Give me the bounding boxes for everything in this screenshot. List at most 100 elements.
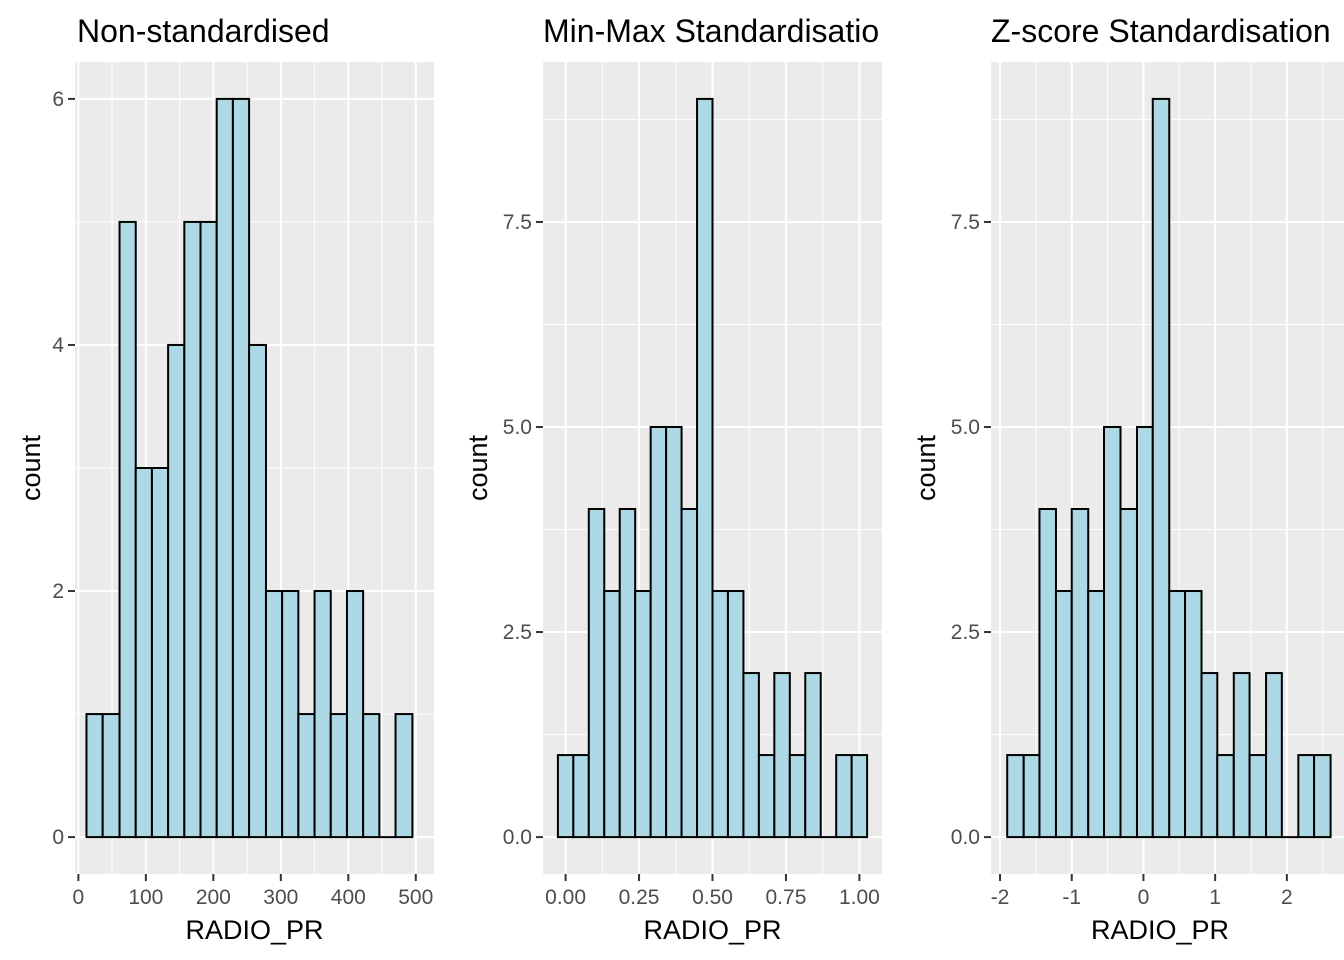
histogram-bar [329, 713, 348, 839]
x-axis-title: RADIO_PR [185, 915, 323, 945]
y-tick-label: 7.5 [951, 211, 980, 234]
y-tick-label: 7.5 [503, 211, 532, 234]
histogram-bar [199, 220, 218, 839]
y-tick-label: 4 [52, 334, 64, 357]
y-tick-label: 6 [52, 88, 64, 111]
histogram-bar [804, 672, 822, 839]
histogram-bar [649, 425, 668, 839]
histogram-bar [183, 220, 202, 839]
histogram-bar [572, 754, 590, 839]
histogram-bar [1070, 508, 1090, 839]
y-axis-ticks: 0.0 2.5 5.0 7.5 [951, 211, 991, 849]
histogram-bar [1135, 425, 1154, 839]
histogram-bar [1022, 754, 1041, 839]
histogram-bar [1151, 97, 1171, 839]
x-tick-label: 400 [331, 886, 366, 909]
y-tick-label: 5.0 [503, 416, 532, 439]
x-tick-label: 200 [196, 886, 231, 909]
histogram-bar [150, 467, 170, 839]
histogram-bar [835, 754, 853, 839]
x-tick-label: 0 [73, 886, 85, 909]
x-tick-label: 0.25 [619, 886, 660, 909]
histogram-bar [134, 467, 153, 839]
x-tick-label: 1.00 [839, 886, 880, 909]
histogram-bar [167, 343, 186, 839]
histogram-bar [345, 590, 365, 839]
histogram-bar [603, 590, 621, 839]
y-axis-title: count [16, 434, 46, 501]
y-axis-title: count [911, 434, 941, 501]
y-tick-label: 0.0 [951, 826, 980, 849]
x-tick-label: 0.50 [692, 886, 733, 909]
histogram-panel-non-standardised: Non-standardised 0 2 4 6 0 100 200 300 400 500 R… [16, 13, 434, 945]
histogram-bar [264, 590, 284, 839]
histogram-bar [1248, 754, 1268, 839]
chart-title: Min-Max Standardisatio [543, 13, 879, 49]
y-axis-ticks: 0 2 4 6 [52, 88, 75, 849]
grid-lines [543, 62, 882, 874]
x-tick-label: 1 [1209, 886, 1221, 909]
x-axis-ticks: 0.00 0.25 0.50 0.75 1.00 [545, 874, 880, 909]
histogram-bar [101, 713, 121, 839]
histogram-bar [587, 508, 606, 839]
histogram-bar [1168, 590, 1187, 839]
x-tick-label: -1 [1062, 886, 1081, 909]
bars [556, 97, 869, 839]
y-axis-title: count [463, 434, 493, 501]
y-tick-label: 2.5 [503, 621, 532, 644]
histogram-bar [634, 590, 652, 839]
histogram-bar [711, 590, 729, 839]
histogram-bar [1313, 754, 1332, 839]
chart-title: Non-standardised [77, 13, 330, 49]
histogram-bar [773, 672, 791, 839]
x-axis-ticks: 0 100 200 300 400 500 [73, 874, 433, 909]
x-tick-label: 0.75 [766, 886, 807, 909]
histogram-bar [1265, 672, 1283, 839]
x-tick-label: -2 [991, 886, 1010, 909]
histogram-bar [85, 713, 104, 839]
chart-title: Z-score Standardisation [991, 13, 1331, 49]
histogram-bar [556, 754, 575, 839]
y-tick-label: 2.5 [951, 621, 980, 644]
histogram-bar [696, 97, 714, 839]
histogram-bar [215, 97, 234, 839]
x-tick-label: 300 [263, 886, 298, 909]
histogram-bar [1006, 754, 1025, 839]
bars [85, 97, 414, 839]
histogram-bar [1200, 672, 1219, 839]
histogram-bar [281, 590, 300, 839]
histogram-bar [1103, 425, 1122, 839]
histogram-bar [1119, 508, 1138, 839]
histogram-bar [665, 425, 683, 839]
x-tick-label: 2 [1281, 886, 1293, 909]
histogram-bar [757, 754, 776, 839]
histogram-bar [1038, 508, 1057, 839]
y-tick-label: 0.0 [503, 826, 532, 849]
histogram-bar [231, 97, 251, 839]
x-tick-label: 500 [398, 886, 433, 909]
histogram-bar [297, 713, 316, 839]
histogram-bar [788, 754, 807, 839]
histogram-bar [313, 590, 332, 839]
y-tick-label: 2 [52, 580, 64, 603]
x-tick-label: 0.00 [545, 886, 586, 909]
histogram-bar [1087, 590, 1106, 839]
histogram-bar [1216, 754, 1235, 839]
histogram-bar [618, 508, 637, 839]
x-tick-label: 100 [128, 886, 163, 909]
x-axis-ticks: -2 -1 0 1 2 [991, 874, 1293, 909]
bars [1006, 97, 1332, 839]
histogram-bar [1184, 590, 1203, 839]
histogram-bar [850, 754, 869, 839]
histogram-bar [1297, 754, 1316, 839]
histogram-bar [362, 713, 381, 839]
x-axis-title: RADIO_PR [1091, 915, 1229, 945]
y-tick-label: 0 [52, 826, 64, 849]
histogram-bar [248, 343, 267, 839]
histogram-bar [118, 220, 137, 839]
histogram-bar [680, 508, 699, 839]
y-axis-ticks: 0.0 2.5 5.0 7.5 [503, 211, 543, 849]
y-tick-label: 5.0 [951, 416, 980, 439]
x-tick-label: 0 [1138, 886, 1150, 909]
